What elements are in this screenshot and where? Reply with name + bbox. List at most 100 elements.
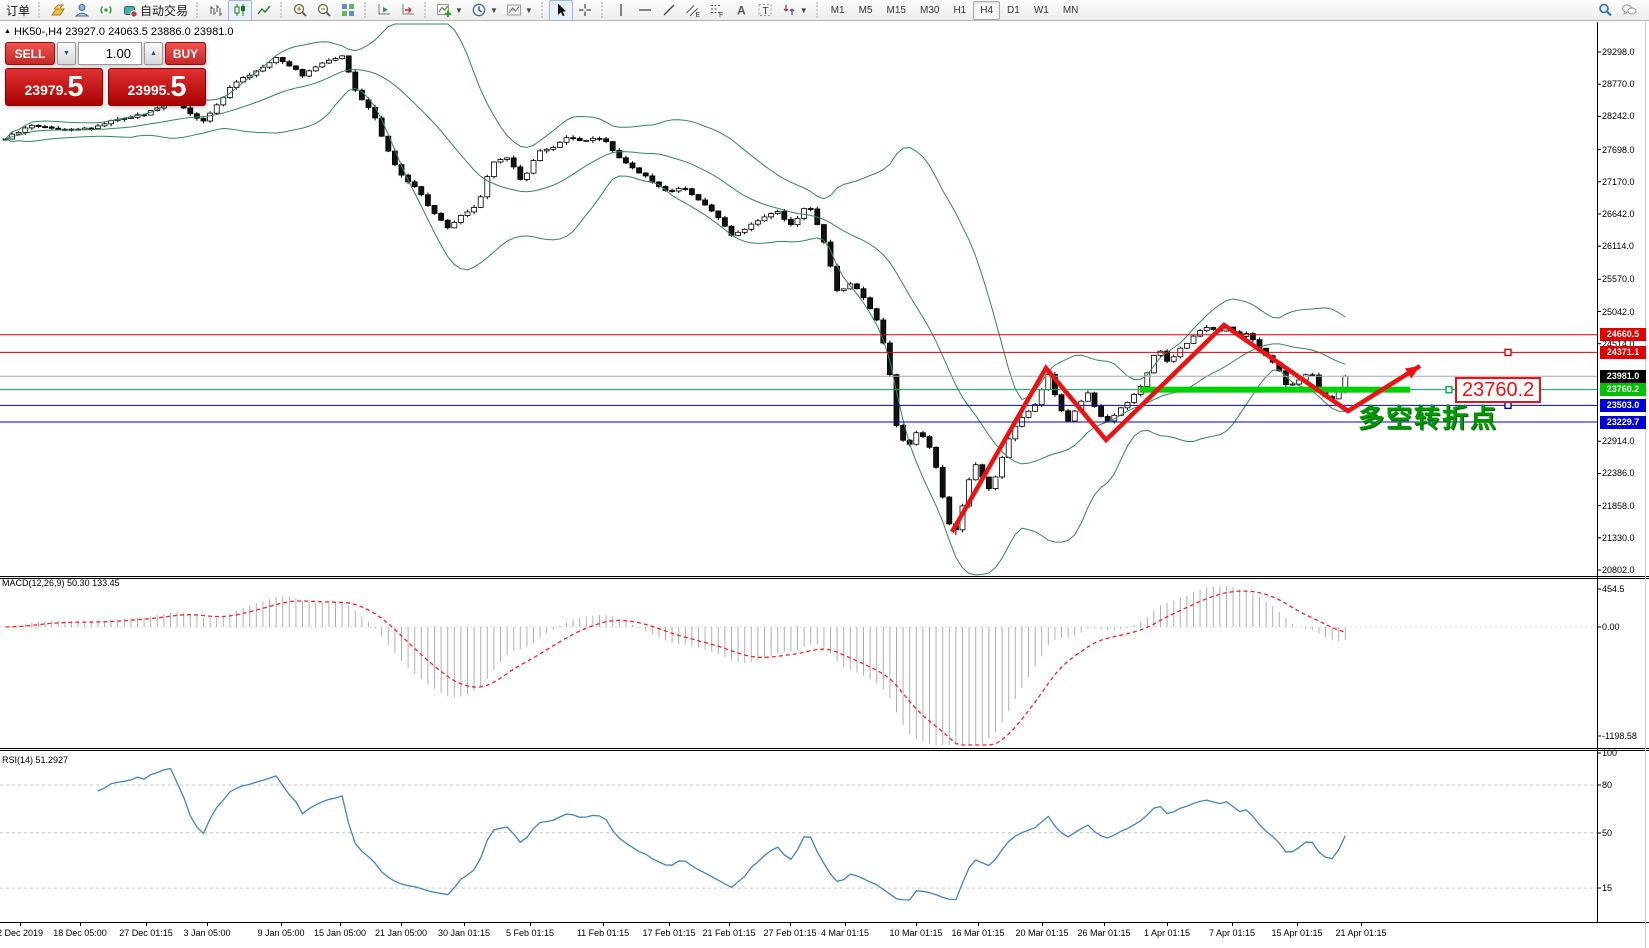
- bid-price-tile[interactable]: 23979. 5: [5, 68, 103, 106]
- indicator-icon: [437, 4, 452, 17]
- cursor-icon: [557, 3, 566, 17]
- add-indicator-button[interactable]: ▼: [432, 0, 467, 21]
- timeframe-h4-button[interactable]: H4: [973, 0, 1001, 20]
- toolbar-separator: [815, 2, 820, 18]
- buy-button[interactable]: BUY: [165, 42, 206, 65]
- volume-increase-button[interactable]: ▲: [144, 42, 163, 65]
- date-label: 15 Apr 01:15: [1271, 928, 1323, 938]
- fibo-icon: F: [710, 5, 723, 18]
- periods-button[interactable]: ▼: [467, 0, 502, 21]
- toolbar-separator: [196, 2, 200, 18]
- texta-icon: A: [737, 4, 746, 18]
- autotrading-button[interactable]: 自动交易: [118, 0, 192, 21]
- price-axis-label: 26642.0: [1602, 208, 1635, 219]
- date-label: 20 Mar 01:15: [1015, 928, 1069, 938]
- chart-canvas[interactable]: [0, 22, 1649, 948]
- zoom-in-button[interactable]: [288, 0, 312, 21]
- profile-icon-button[interactable]: [70, 0, 94, 21]
- timeframe-m5-button[interactable]: M5: [858, 4, 873, 16]
- chart-shift-button[interactable]: [396, 0, 420, 21]
- chat-icon-button[interactable]: [1617, 0, 1641, 21]
- toolbar-separator: [424, 2, 428, 18]
- timeframe-m30-button[interactable]: M30: [919, 4, 940, 16]
- candlestick-button[interactable]: [228, 0, 253, 21]
- date-label: 1 Apr 01:15: [1143, 928, 1191, 938]
- vline-icon: [620, 4, 622, 16]
- timeframe-h1-button[interactable]: H1: [953, 4, 967, 16]
- arrows-button[interactable]: ▼: [777, 0, 812, 21]
- text-label-button[interactable]: T: [753, 0, 777, 21]
- fibonacci-button[interactable]: F: [705, 0, 729, 21]
- chevron-down-icon: ▼: [455, 5, 463, 15]
- sell-button[interactable]: SELL: [5, 42, 55, 65]
- chartshift-icon: [402, 4, 415, 15]
- bull-bear-turning-point-note[interactable]: 多空转折点: [1358, 403, 1499, 433]
- toolbar-separator: [280, 2, 284, 18]
- price-axis-label: 21330.0: [1602, 532, 1635, 543]
- svg-text:F: F: [719, 12, 723, 18]
- timeframe-mn-button[interactable]: MN: [1062, 4, 1079, 16]
- date-label: 27 Feb 01:15: [763, 928, 817, 938]
- one-click-trade-panel: SELL ▼ 1.00 ▲ BUY 23979. 5 23995. 5: [5, 42, 206, 106]
- price-axis-label: 22914.0: [1602, 436, 1635, 447]
- svg-text:A: A: [737, 4, 746, 18]
- price-callout-23760[interactable]: 23760.2: [1455, 377, 1542, 403]
- ask-price-tile[interactable]: 23995. 5: [108, 68, 206, 106]
- auto-scroll-button[interactable]: [372, 0, 396, 21]
- date-label: 7 Apr 01:15: [1208, 928, 1256, 938]
- date-label: 11 Feb 01:15: [576, 928, 630, 938]
- chart-area: ▲ HK50-,H4 23927.0 24063.5 23886.0 23981.…: [0, 22, 1649, 948]
- svg-text:T: T: [762, 6, 768, 17]
- price-axis-label: 26114.0: [1602, 241, 1634, 252]
- profile-icon: [74, 4, 90, 17]
- date-label: 2 Dec 2019: [0, 928, 44, 938]
- bars-icon: [210, 5, 223, 16]
- chart-window-icon: ▲: [4, 28, 11, 35]
- volume-decrease-button[interactable]: ▼: [57, 42, 76, 65]
- date-label: 21 Apr 01:15: [1335, 928, 1387, 938]
- new-order-button[interactable]: 订单: [2, 0, 34, 21]
- rsi-axis-label: 15: [1602, 883, 1613, 893]
- bar-chart-button[interactable]: [204, 0, 228, 21]
- chevron-down-icon: ▼: [799, 5, 808, 15]
- timeframe-m15-button[interactable]: M15: [886, 4, 906, 16]
- crosshair-button[interactable]: [573, 0, 597, 21]
- main-toolbar: 订单 自动交易 ▼ ▼ ▼ E F A T ▼ M1 M5 M15 M30 H1 H4 D1 W1 MN: [0, 0, 1649, 21]
- trendline-button[interactable]: [657, 0, 681, 21]
- price-axis-label: 24514.0: [1602, 338, 1635, 349]
- search-icon-button[interactable]: [1593, 0, 1617, 21]
- chart-title: ▲ HK50-,H4 23927.0 24063.5 23886.0 23981.…: [4, 26, 234, 38]
- price-axis-label: 28242.0: [1602, 111, 1635, 122]
- toolbar-separator: [540, 2, 545, 18]
- date-label: 21 Feb 01:15: [702, 928, 756, 938]
- date-label: 4 Mar 01:15: [820, 928, 870, 938]
- zoom-out-button[interactable]: [312, 0, 336, 21]
- templates-button[interactable]: ▼: [502, 0, 537, 21]
- date-label: 16 Mar 01:15: [951, 928, 1005, 938]
- price-badge: 24660.5: [1600, 328, 1646, 342]
- crosshair-icon: [578, 4, 591, 16]
- new-order-button-label: 订单: [6, 3, 31, 18]
- price-axis-label: 25042.0: [1602, 306, 1635, 317]
- horizontal-line-button[interactable]: [633, 0, 657, 21]
- candles-icon: [234, 4, 246, 16]
- cursor-button[interactable]: [548, 0, 573, 21]
- equidistant-channel-button[interactable]: E: [681, 0, 705, 21]
- price-axis-label: 22386.0: [1602, 468, 1635, 479]
- vertical-line-button[interactable]: [609, 0, 633, 21]
- line-chart-button[interactable]: [252, 0, 276, 21]
- price-axis-label: 28770.0: [1602, 79, 1635, 90]
- search-icon: [1599, 3, 1612, 17]
- timeframe-w1-button[interactable]: W1: [1033, 4, 1049, 16]
- tile-windows-button[interactable]: [336, 0, 360, 21]
- toolbar-separator: [38, 2, 42, 18]
- timeframe-m1-button[interactable]: M1: [830, 4, 845, 16]
- hline-icon: [638, 9, 651, 11]
- volume-input[interactable]: 1.00: [78, 42, 142, 65]
- price-badge: 23760.2: [1600, 383, 1646, 397]
- market-watch-icon-button[interactable]: [46, 0, 70, 21]
- timeframe-d1-button[interactable]: D1: [1007, 4, 1020, 16]
- text-button[interactable]: A: [729, 0, 753, 21]
- signals-icon-button[interactable]: [94, 0, 118, 21]
